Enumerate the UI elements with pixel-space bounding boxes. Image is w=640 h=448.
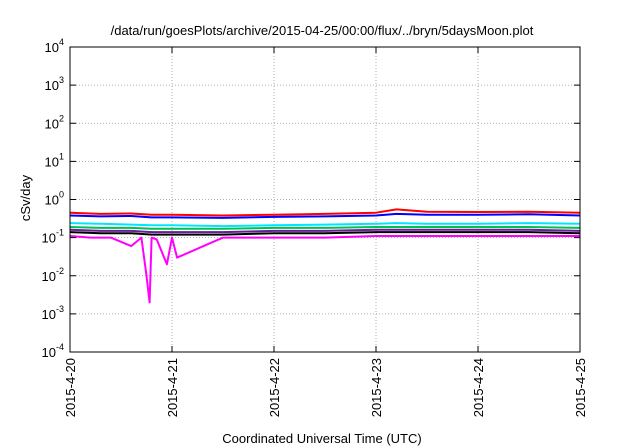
y-tick-label: 10-4 [42, 342, 64, 360]
y-tick-label: 101 [45, 151, 64, 169]
y-tick-label: 10-1 [42, 228, 64, 246]
series-line-3 [69, 222, 581, 228]
x-tick-label: 2015-4-20 [63, 358, 78, 417]
series-line-2 [69, 212, 581, 219]
x-axis-label: Coordinated Universal Time (UTC) [222, 431, 421, 446]
y-tick-label: 104 [45, 37, 64, 55]
x-tick-label: 2015-4-24 [471, 358, 486, 417]
y-axis-label: cSv/day [18, 174, 33, 221]
series-layer [69, 208, 581, 304]
series-line-6 [69, 231, 581, 236]
series-line-5 [69, 228, 581, 234]
x-tick-label: 2015-4-21 [165, 358, 180, 417]
x-tick-label: 2015-4-23 [369, 358, 384, 417]
y-tick-label: 10-2 [42, 266, 64, 284]
grid-lines [70, 47, 580, 352]
y-tick-label: 100 [45, 190, 64, 208]
series-line-4 [69, 226, 581, 230]
x-tick-label: 2015-4-22 [267, 358, 282, 417]
chart-title: /data/run/goesPlots/archive/2015-04-25/0… [111, 23, 534, 38]
y-tick-label: 103 [45, 75, 64, 93]
series-line-1 [69, 208, 581, 217]
x-tick-label: 2015-4-25 [573, 358, 588, 417]
series-line-7 [69, 235, 580, 304]
y-tick-label: 102 [45, 113, 64, 131]
y-tick-label: 10-3 [42, 304, 64, 322]
